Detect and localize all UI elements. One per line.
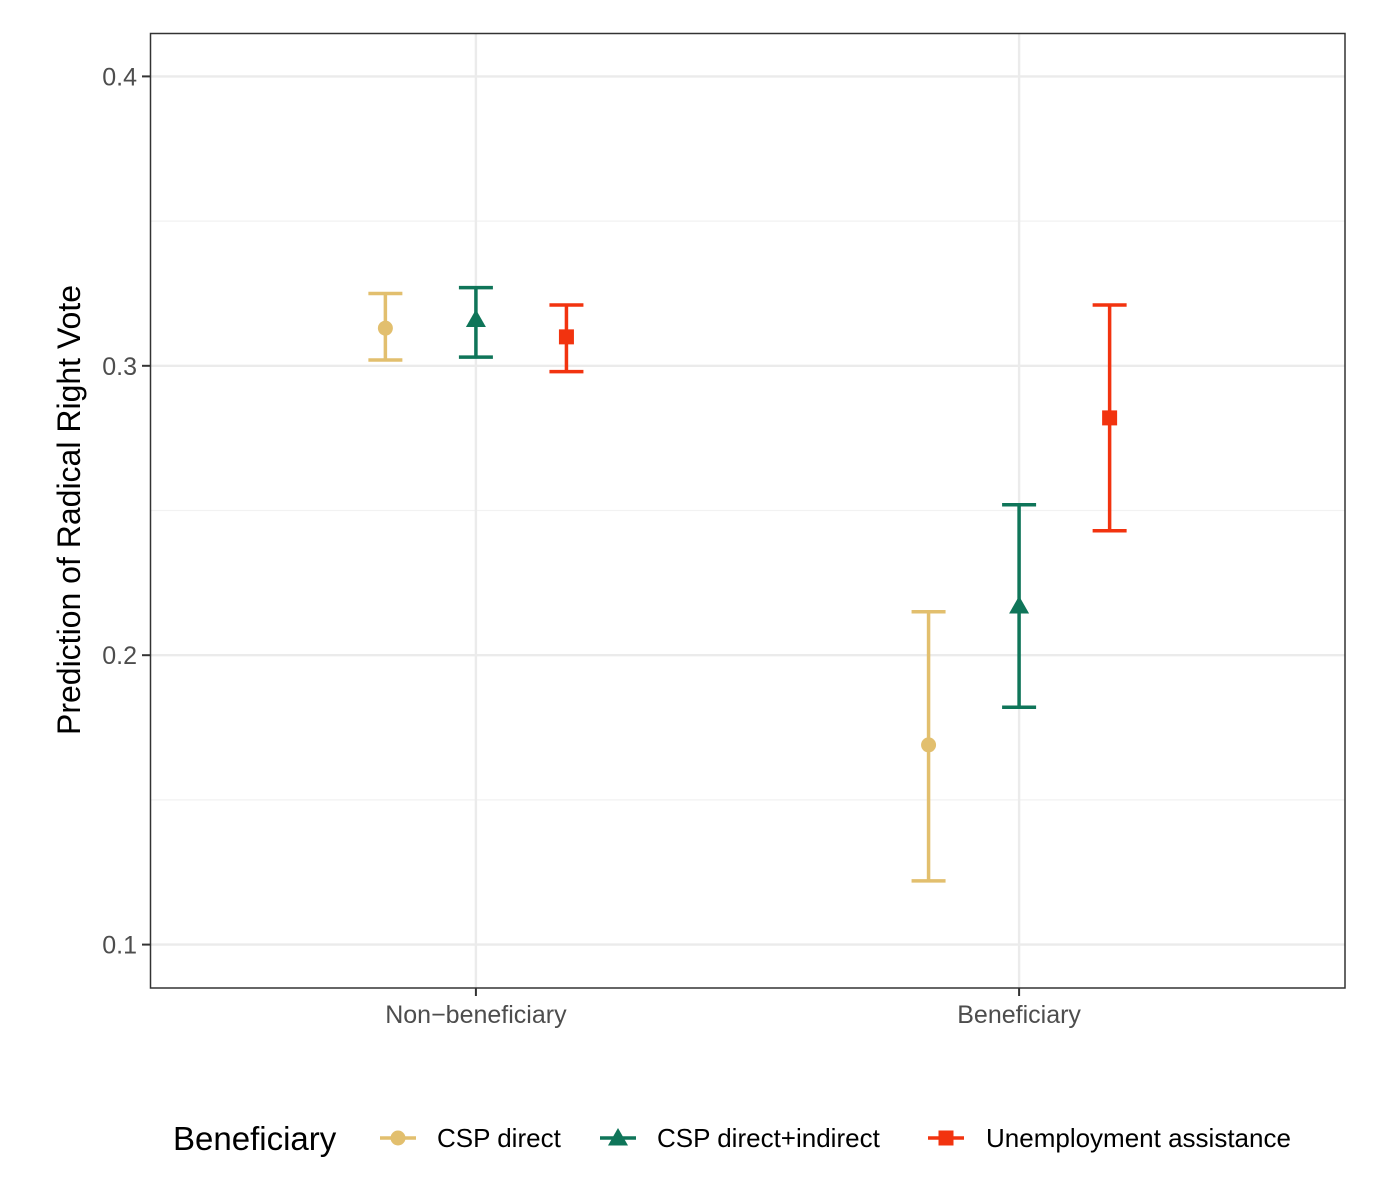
data-point-circle [921,737,937,753]
y-axis-title: Prediction of Radical Right Vote [51,285,87,735]
legend: Beneficiary CSP direct CSP direct+indirec… [173,1120,1291,1157]
y-tick-label: 0.3 [102,353,137,381]
series-csp-direct-indirect [458,285,1037,710]
x-tick-label: Non−beneficiary [385,1001,567,1029]
legend-key-square [938,1130,954,1146]
legend-label: Unemployment assistance [986,1123,1291,1153]
data-point-square [1102,410,1118,426]
plot-marks [368,285,1127,883]
legend-label: CSP direct [437,1123,562,1153]
legend-item: CSP direct+indirect [600,1123,881,1153]
data-point-square [558,329,574,345]
legend-key-circle [390,1130,406,1146]
legend-key-triangle [608,1128,628,1146]
axes: 0.1 0.2 0.3 0.4 Non−beneficiary Beneficiary [102,63,1081,1029]
data-point-circle [377,320,393,336]
y-tick-label: 0.1 [102,932,137,960]
x-tick-label: Beneficiary [957,1001,1081,1029]
y-tick-label: 0.4 [102,63,137,91]
gridlines [150,33,1345,988]
legend-item: CSP direct [380,1123,562,1153]
data-point-triangle [1009,596,1030,614]
panel-border [149,32,1346,989]
legend-title: Beneficiary [173,1120,337,1157]
y-tick-label: 0.2 [102,642,137,670]
series-unemployment-assistance [549,303,1127,533]
series-csp-direct [368,291,946,883]
legend-label: CSP direct+indirect [657,1123,881,1153]
data-point-triangle [465,309,486,327]
legend-item: Unemployment assistance [928,1123,1291,1153]
